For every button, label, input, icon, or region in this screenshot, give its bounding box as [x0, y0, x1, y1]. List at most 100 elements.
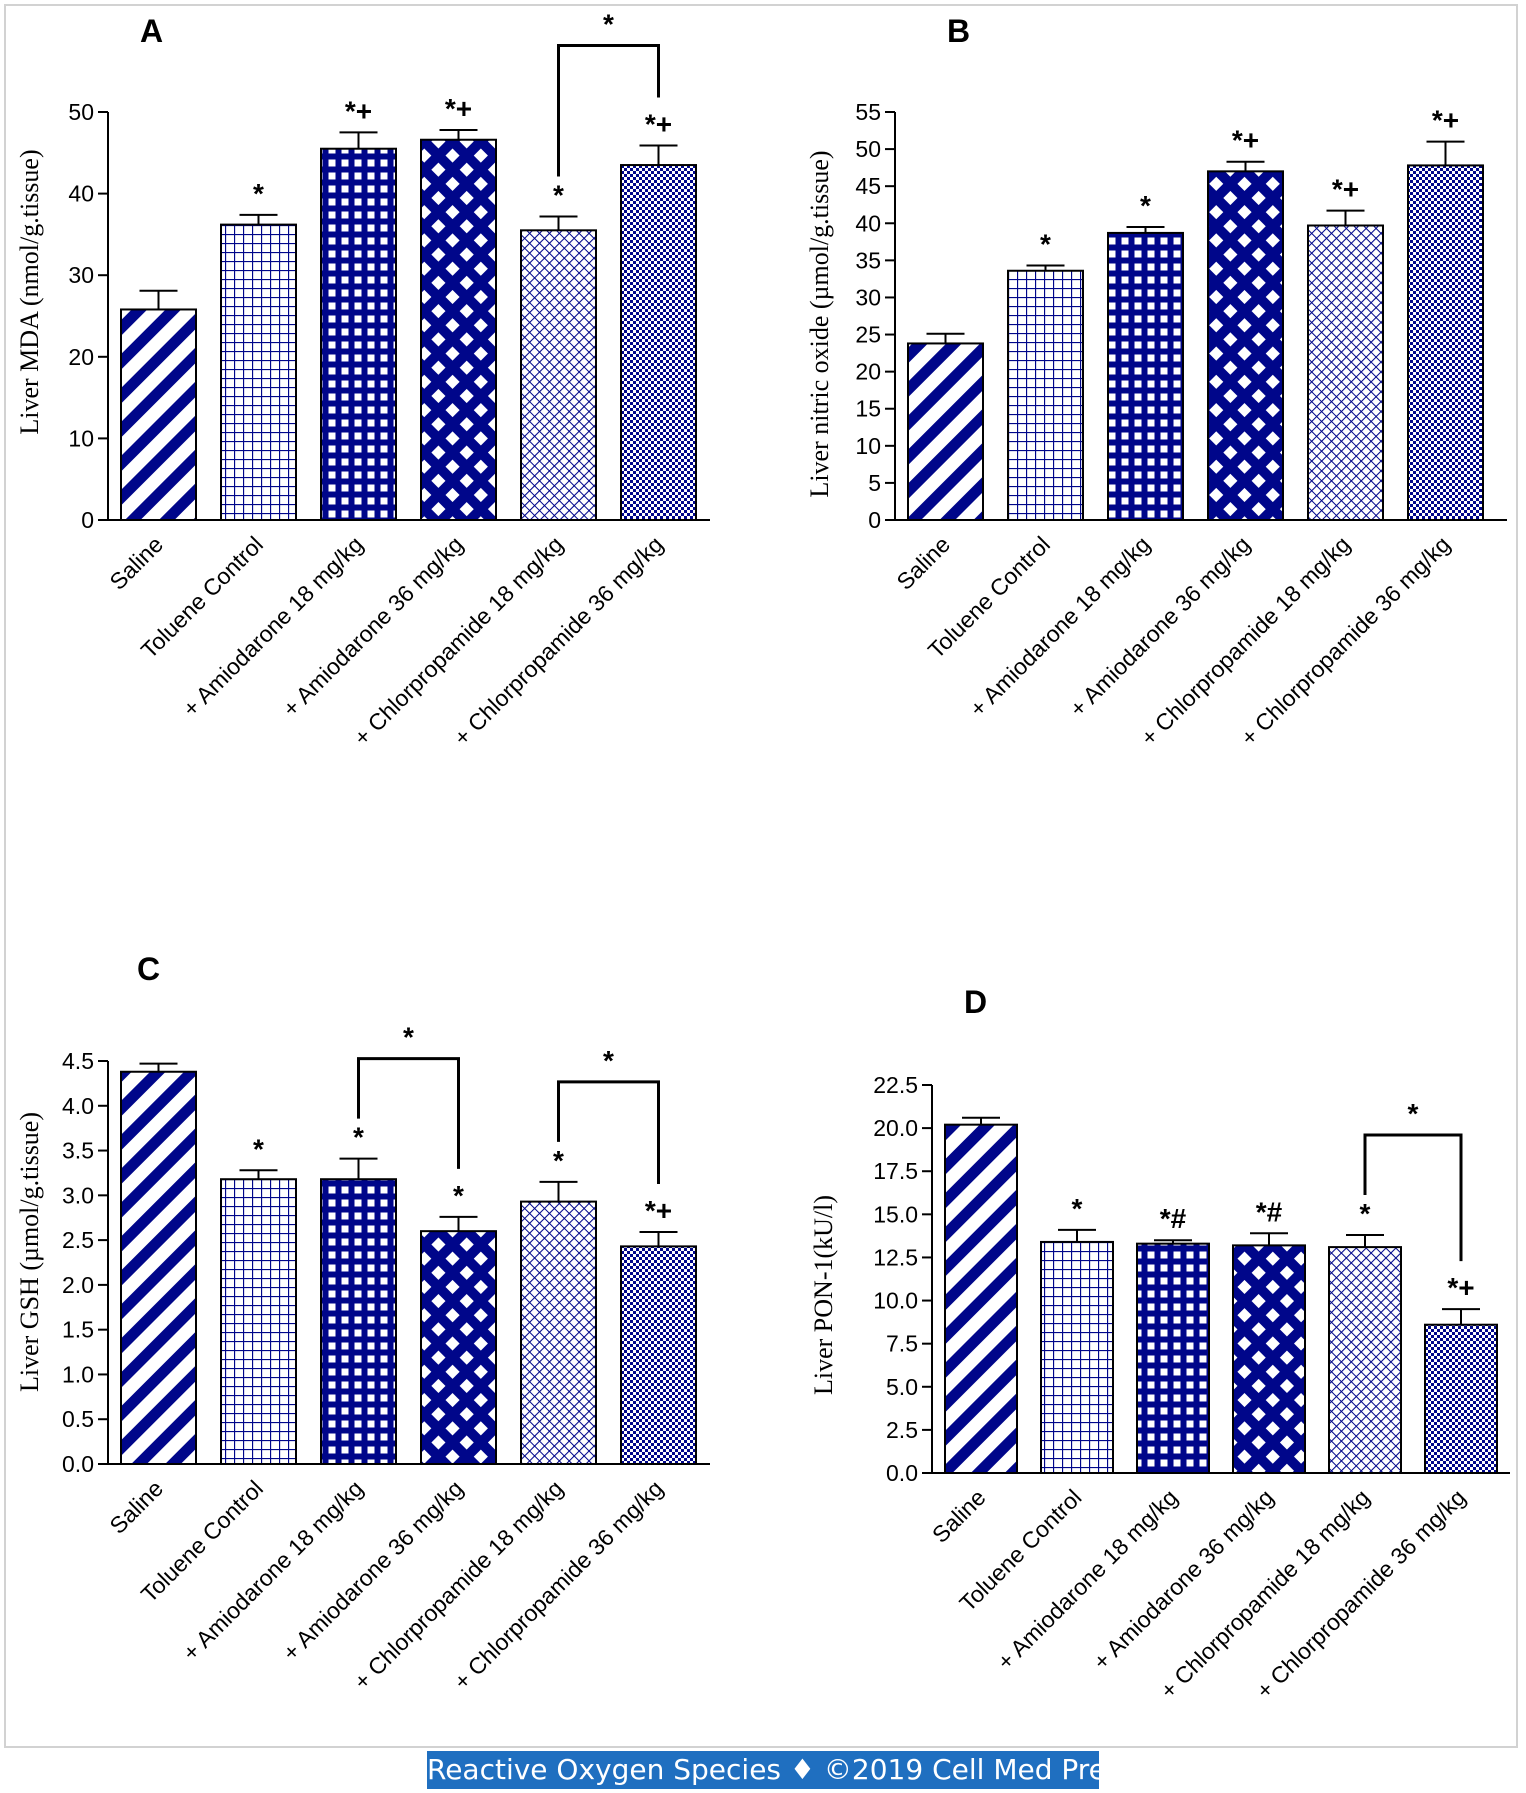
bar	[1137, 1244, 1209, 1473]
y-tick-label: 0	[868, 507, 881, 533]
significance-mark: *+	[1232, 125, 1259, 156]
y-tick-label: 4.5	[62, 1048, 94, 1074]
x-tick-label: + Chlorpropamide 36 mg/kg	[1251, 1484, 1471, 1704]
y-tick-label: 30	[68, 262, 94, 288]
significance-mark: *	[453, 1180, 464, 1211]
x-tick-label: Saline	[891, 531, 955, 595]
panel-letter: B	[947, 13, 970, 49]
x-tick-label: + Amiodarone 18 mg/kg	[992, 1484, 1183, 1675]
bar	[321, 1179, 396, 1464]
bar	[1041, 1242, 1113, 1473]
y-tick-label: 4.0	[62, 1093, 94, 1119]
y-tick-label: 20.0	[873, 1115, 918, 1141]
bracket-significance-mark: *	[403, 1022, 414, 1053]
y-tick-label: 20	[855, 359, 881, 385]
significance-mark: *+	[445, 93, 472, 124]
y-tick-label: 15	[855, 396, 881, 422]
bar	[1233, 1245, 1305, 1473]
significance-mark: *#	[1160, 1203, 1187, 1234]
x-tick-label: + Chlorpropamide 18 mg/kg	[349, 531, 569, 751]
bracket-significance-mark: *	[603, 8, 614, 39]
y-tick-label: 5.0	[886, 1374, 918, 1400]
y-tick-label: 0.0	[886, 1460, 918, 1486]
bar	[521, 230, 596, 520]
x-tick-label: + Chlorpropamide 36 mg/kg	[449, 531, 669, 751]
y-tick-label: 40	[68, 181, 94, 207]
y-axis-label: Liver nitric oxide (µmol/g.tissue)	[805, 150, 834, 497]
y-tick-label: 5	[868, 470, 881, 496]
y-tick-label: 20	[68, 344, 94, 370]
panel-a: A Liver MDA (nmol/g.tissue) 0 10 20 30 40 50 S…	[15, 8, 710, 750]
x-tick-label: + Chlorpropamide 36 mg/kg	[449, 1475, 669, 1695]
y-tick-label: 2.0	[62, 1272, 94, 1298]
y-tick-label: 35	[855, 247, 881, 273]
y-tick-label: 10	[68, 425, 94, 451]
y-tick-label: 2.5	[886, 1417, 918, 1443]
x-tick-label: Saline	[104, 1475, 168, 1539]
bar	[1329, 1247, 1401, 1473]
bar	[121, 1072, 196, 1464]
x-tick-label: + Amiodarone 36 mg/kg	[277, 1475, 468, 1666]
bar	[1308, 225, 1383, 520]
x-tick-label: + Chlorpropamide 36 mg/kg	[1236, 531, 1456, 751]
significance-mark: *	[1140, 190, 1151, 221]
significance-mark: *+	[645, 108, 672, 139]
x-tick-label: + Amiodarone 18 mg/kg	[177, 1475, 368, 1666]
bar	[1425, 1325, 1497, 1473]
y-tick-label: 0.0	[62, 1451, 94, 1477]
significance-mark: *+	[345, 95, 372, 126]
y-tick-label: 17.5	[873, 1158, 918, 1184]
bar	[1408, 165, 1483, 520]
bar	[945, 1125, 1017, 1473]
panel-letter: A	[140, 13, 163, 49]
panel-letter: C	[137, 951, 160, 987]
significance-mark: *	[553, 179, 564, 210]
y-tick-label: 45	[855, 173, 881, 199]
panel-letter: D	[964, 984, 987, 1020]
significance-mark: *	[1072, 1193, 1083, 1224]
significance-mark: *	[1040, 229, 1051, 260]
bar	[221, 225, 296, 520]
y-tick-label: 3.0	[62, 1182, 94, 1208]
bar	[621, 165, 696, 520]
significance-mark: *	[253, 178, 264, 209]
y-tick-label: 40	[855, 210, 881, 236]
significance-mark: *+	[1332, 174, 1359, 205]
bar	[421, 140, 496, 520]
panel-b: B Liver nitric oxide (µmol/g.tissue) 0 5 1…	[805, 13, 1507, 751]
bar	[1208, 171, 1283, 520]
y-axis-label: Liver PON-1(kU/l)	[809, 1195, 838, 1395]
bar	[621, 1246, 696, 1464]
bar	[221, 1179, 296, 1464]
x-tick-label: + Chlorpropamide 18 mg/kg	[349, 1475, 569, 1695]
y-tick-label: 30	[855, 284, 881, 310]
bar	[1008, 271, 1083, 520]
significance-mark: *	[353, 1122, 364, 1153]
y-tick-label: 15.0	[873, 1201, 918, 1227]
y-tick-label: 1.0	[62, 1361, 94, 1387]
significance-mark: *+	[645, 1195, 672, 1226]
y-tick-label: 3.5	[62, 1138, 94, 1164]
panel-c: C Liver GSH (µmol/g.tissue) 0.0 0.5 1.0 1.5…	[15, 951, 710, 1695]
x-tick-label: + Amiodarone 18 mg/kg	[177, 531, 368, 722]
y-tick-label: 55	[855, 99, 881, 125]
y-tick-label: 25	[855, 322, 881, 348]
panel-d: D Liver PON-1(kU/l) 0.0 2.5 5.0 7.5 10.0 12.5…	[809, 984, 1510, 1704]
x-tick-label: + Amiodarone 36 mg/kg	[277, 531, 468, 722]
significance-mark: *	[1360, 1198, 1371, 1229]
y-tick-label: 12.5	[873, 1244, 918, 1270]
bracket-significance-mark: *	[1408, 1098, 1419, 1129]
x-tick-label: Saline	[927, 1484, 991, 1548]
x-tick-label: + Amiodarone 36 mg/kg	[1088, 1484, 1279, 1675]
significance-mark: *+	[1432, 105, 1459, 136]
x-tick-label: + Amiodarone 36 mg/kg	[1064, 531, 1255, 722]
significance-mark: *+	[1447, 1272, 1474, 1303]
comparison-bracket	[559, 45, 659, 176]
bracket-significance-mark: *	[603, 1045, 614, 1076]
significance-mark: *#	[1256, 1196, 1283, 1227]
y-tick-label: 10.0	[873, 1288, 918, 1314]
x-tick-label: Saline	[104, 531, 168, 595]
bar	[121, 309, 196, 520]
bar	[521, 1202, 596, 1464]
